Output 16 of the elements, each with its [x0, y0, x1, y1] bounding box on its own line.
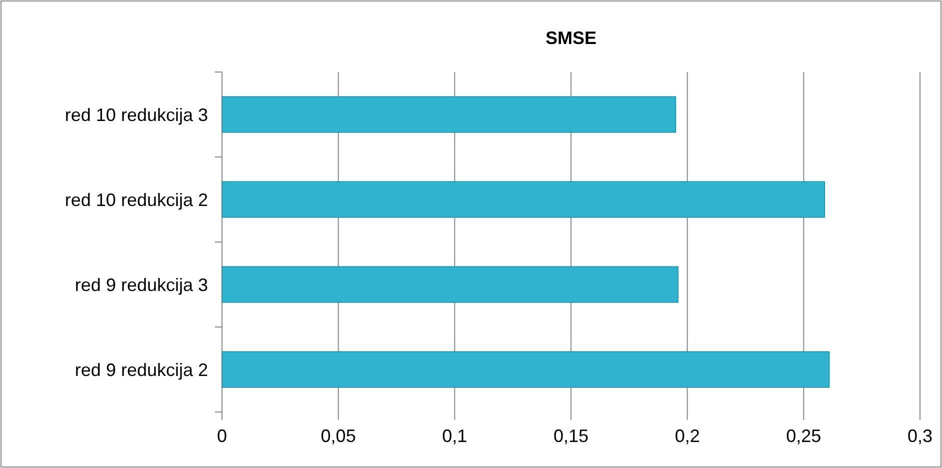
bar	[222, 181, 826, 218]
y-tick-label: red 9 redukcija 3	[74, 274, 208, 295]
y-tick-label: red 9 redukcija 2	[74, 360, 208, 380]
x-tick-label: 0	[216, 426, 228, 446]
x-tick-label: 0,3	[907, 426, 933, 446]
x-tick-label: 0,05	[320, 426, 356, 446]
x-tick-label: 0,25	[786, 426, 822, 446]
x-tick-label: 0,1	[442, 426, 468, 446]
bar	[222, 351, 830, 388]
chart-title: SMSE	[545, 28, 597, 48]
x-tick-label: 0,15	[553, 426, 589, 446]
x-tick-label: 0,2	[674, 426, 700, 446]
y-tick-label: red 10 redukcija 2	[64, 190, 208, 210]
bar	[222, 96, 676, 133]
y-tick-label: red 10 redukcija 3	[64, 104, 208, 125]
bar	[222, 266, 678, 303]
